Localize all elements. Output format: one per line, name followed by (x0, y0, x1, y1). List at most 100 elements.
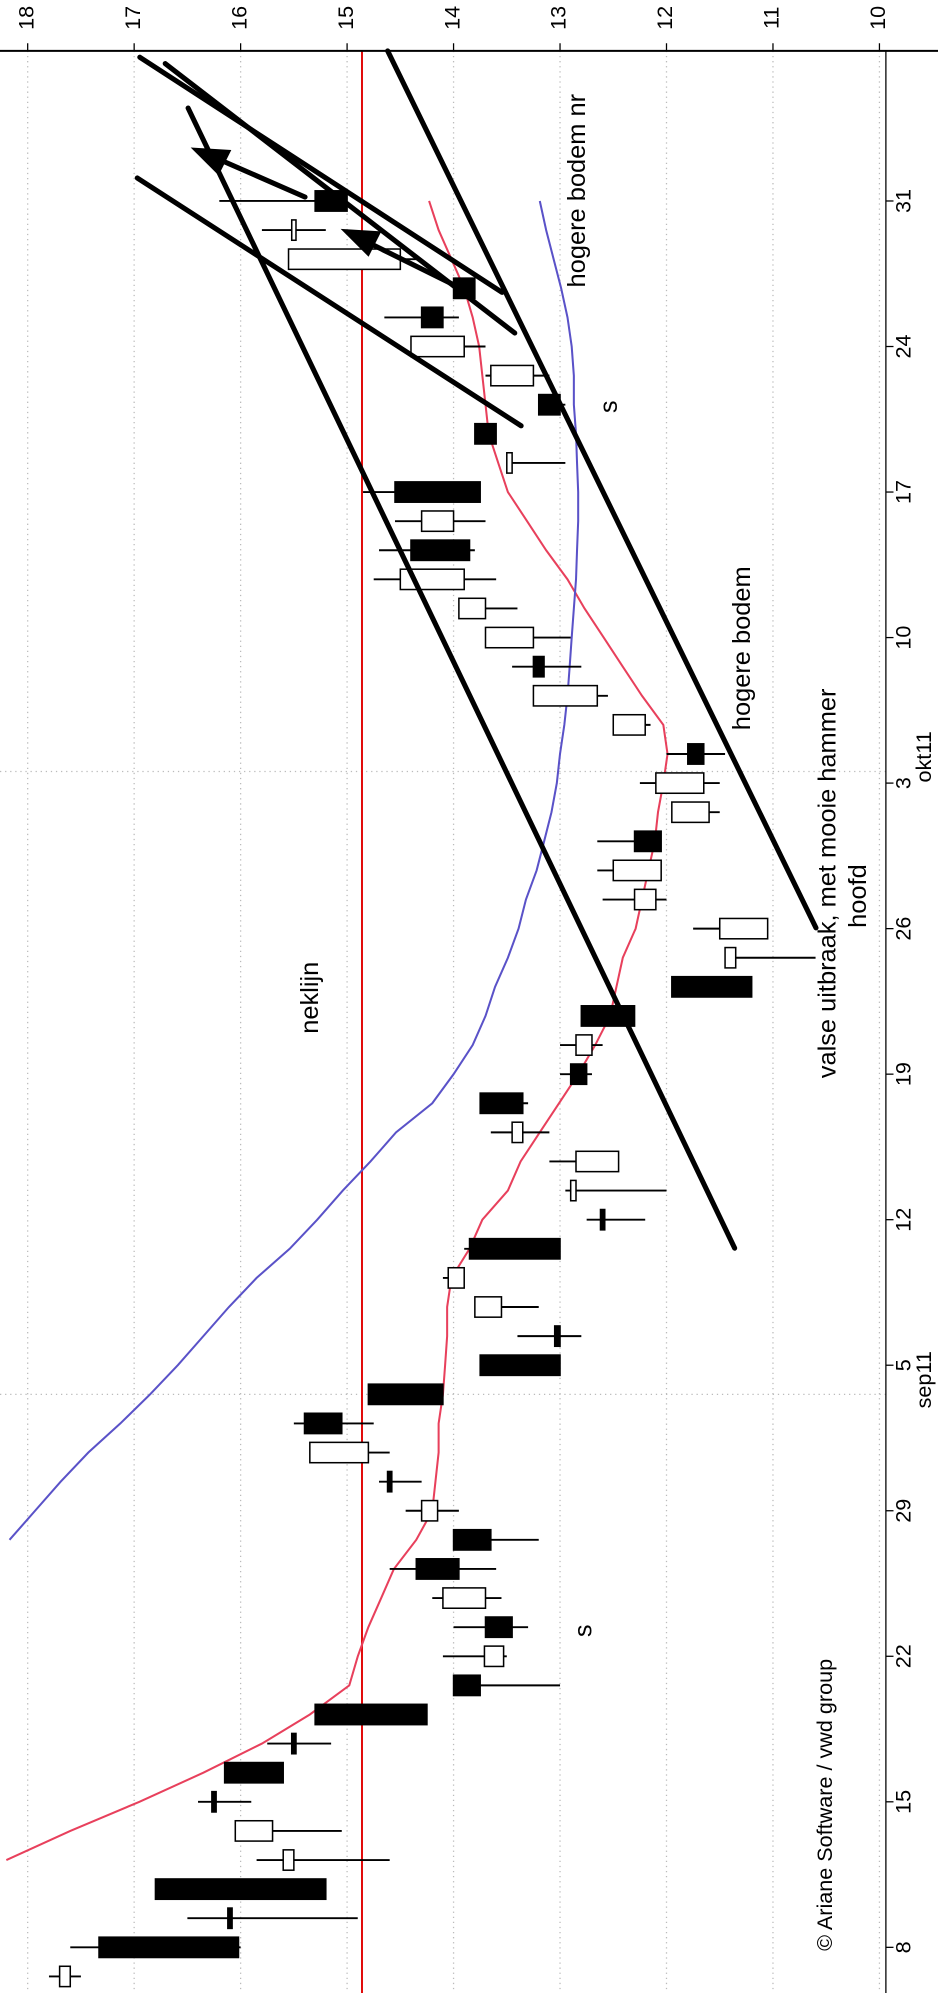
annotation: valse uitbraak, met mooie hammer (813, 688, 841, 1078)
candle-body (479, 1354, 561, 1377)
candle-body (58, 1965, 72, 1988)
candle-body (532, 655, 545, 678)
y-tick-label: 17 (120, 6, 145, 30)
candle-body (724, 946, 737, 969)
y-tick-label: 13 (546, 6, 571, 30)
candle-body (718, 917, 769, 940)
candle-body (474, 1296, 503, 1318)
candle-body (569, 1063, 588, 1086)
candle-body (98, 1936, 240, 1959)
candle-body (671, 975, 753, 998)
candle-body (410, 539, 471, 562)
annotation: s (595, 400, 623, 413)
candle-body (447, 1266, 465, 1289)
y-tick-label: 16 (226, 6, 251, 30)
candle-body (415, 1558, 460, 1580)
candle-body (484, 626, 535, 649)
trendline (185, 105, 738, 1251)
candle-body (282, 1849, 295, 1871)
candle-body (483, 1645, 505, 1668)
candle-body (452, 1674, 481, 1697)
candle-body (223, 1761, 284, 1784)
candle-body (420, 510, 455, 533)
x-tick-label: 8 (891, 1941, 916, 1953)
candle-body (511, 1121, 524, 1144)
candle-body (575, 1150, 620, 1173)
candle-body (234, 1819, 274, 1842)
candle-body (532, 684, 599, 707)
x-tick-label: 24 (891, 334, 916, 358)
y-tick-label: 11 (759, 7, 784, 29)
candle-body (314, 1703, 428, 1726)
x-tick-label: 26 (891, 917, 916, 941)
trendline (385, 48, 819, 931)
trendline (134, 175, 524, 429)
candle-body (211, 1790, 217, 1813)
candle-body (227, 1907, 233, 1930)
moving-average (8, 200, 580, 1541)
y-tick-label: 12 (652, 6, 677, 30)
candle-body (386, 1470, 393, 1493)
candle-body (479, 1092, 524, 1115)
candle-body (569, 1179, 577, 1202)
x-tick-label: 31 (891, 189, 916, 213)
candle-body (154, 1878, 327, 1901)
candle-body (575, 1034, 593, 1056)
x-tick-label: 17 (891, 480, 916, 504)
month-label: okt11 (911, 731, 936, 782)
candle-body (553, 1325, 561, 1348)
candle-body (458, 597, 487, 620)
arrow-head (340, 228, 382, 257)
x-tick-label: 5 (891, 1359, 916, 1371)
x-tick-label: 29 (891, 1499, 916, 1523)
candle-body (410, 335, 465, 358)
x-tick-label: 15 (891, 1790, 916, 1814)
x-tick-label: 22 (891, 1644, 916, 1668)
candle-body (484, 1616, 513, 1639)
candle-body (367, 1383, 444, 1406)
x-tick-label: 19 (891, 1062, 916, 1086)
grid (0, 43, 894, 1993)
candle-body (612, 859, 662, 882)
y-tick-label: 15 (333, 6, 358, 30)
candle-body (420, 1499, 439, 1522)
annotation: hoofd (844, 864, 872, 928)
annotation: s (569, 1624, 597, 1637)
candle-body (671, 801, 710, 824)
copyright: © Ariane Software / vwd group (812, 1659, 837, 1951)
marks (5, 50, 816, 1993)
candle-body (506, 452, 513, 474)
neckline-label: neklijn (296, 962, 324, 1034)
candle-body (442, 1587, 487, 1609)
candle-body (474, 422, 497, 445)
y-tick-label: 18 (13, 6, 38, 30)
trendline (137, 54, 505, 295)
candle-body (420, 306, 444, 329)
candle-body (452, 1528, 492, 1551)
month-label: sep11 (911, 1351, 936, 1408)
moving-average (5, 200, 669, 1861)
candle-body (290, 1732, 297, 1755)
annotation: hogere bodem nr (563, 93, 591, 287)
candle-body (468, 1237, 561, 1260)
candle-body (309, 1441, 370, 1464)
candle-body (612, 713, 646, 736)
y-tick-label: 14 (439, 6, 464, 30)
labels: 10 11 12 13 14 15 16 17 18 8 15 22 29 5 12 19 26 3 10 17 24 3… (13, 6, 936, 1954)
candle-body (633, 830, 662, 853)
x-tick-label: 3 (891, 777, 916, 789)
candle-body (394, 481, 481, 503)
x-tick-label: 12 (891, 1208, 916, 1232)
candle-body (303, 1412, 343, 1435)
arrow-head (190, 147, 232, 176)
candle-body (687, 743, 705, 765)
y-tick-label: 10 (865, 6, 890, 30)
candle-body (633, 888, 657, 911)
trendlines (134, 48, 819, 1251)
candle-body (655, 772, 705, 795)
candle-body (490, 364, 535, 387)
candle-body (599, 1208, 606, 1231)
candle-body (290, 219, 297, 242)
